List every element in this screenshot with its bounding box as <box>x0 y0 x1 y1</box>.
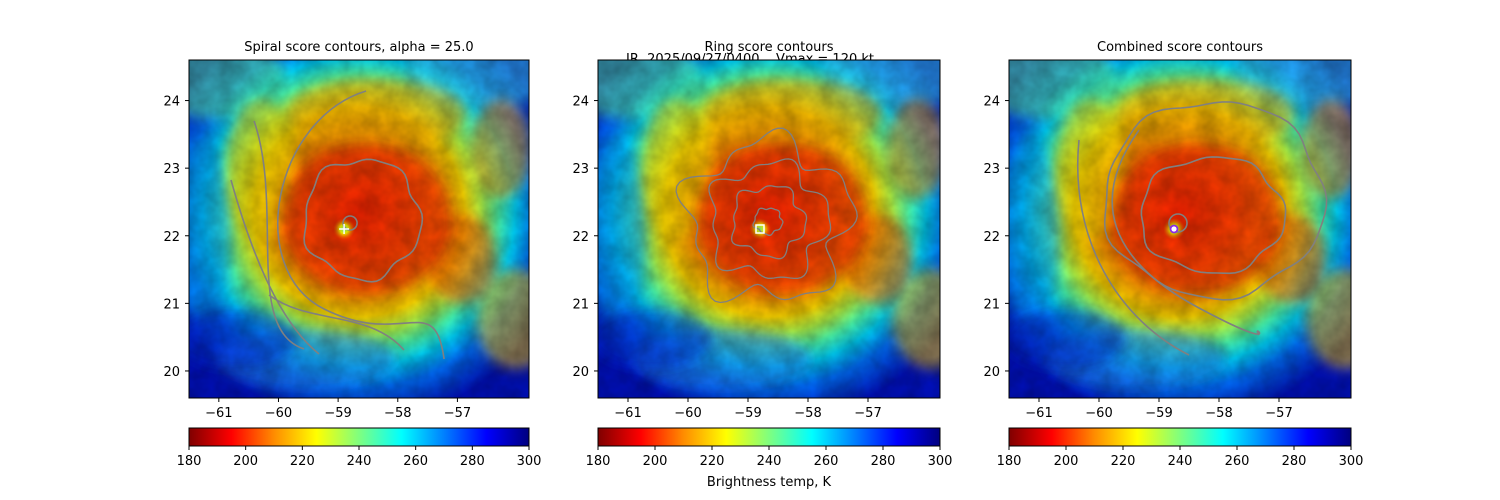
colorbar-tick-label: 200 <box>1054 454 1079 469</box>
colorbar-tick-label: 240 <box>757 454 782 469</box>
y-tick-label: 23 <box>163 162 180 177</box>
x-tick-label: −60 <box>1085 406 1112 421</box>
ir-image <box>189 60 529 398</box>
colorbar-tick-label: 180 <box>997 454 1022 469</box>
y-tick-label: 24 <box>572 95 589 110</box>
colorbar-gradient <box>188 427 530 447</box>
colorbar-tick-label: 300 <box>517 454 542 469</box>
colorbar: 180 200 220 240 260 280 300 <box>586 427 953 469</box>
x-tick-label: −57 <box>854 406 881 421</box>
y-tick-label: 22 <box>163 230 180 245</box>
colorbar-tick-label: 260 <box>1225 454 1250 469</box>
y-tick-label: 21 <box>163 297 180 312</box>
contour-line <box>1140 156 1287 275</box>
y-tick-label: 23 <box>983 162 1000 177</box>
axes-frame <box>188 59 530 399</box>
axes-frame <box>597 59 941 399</box>
panel-2: Ring score contours −61 −60 −59 −58 −57 20 21 22… <box>572 40 953 469</box>
colorbar-gradient <box>1008 427 1352 447</box>
center-marker <box>1169 224 1179 234</box>
x-tick-label: −57 <box>444 406 471 421</box>
panel-title: Spiral score contours, alpha = 25.0 <box>244 40 473 55</box>
score-contours <box>230 90 445 360</box>
colorbar-tick-label: 240 <box>1168 454 1193 469</box>
colorbar-tick-label: 240 <box>347 454 372 469</box>
colorbar-tick-label: 260 <box>403 454 428 469</box>
x-tick-label: −59 <box>734 406 761 421</box>
contour-line <box>730 185 808 260</box>
x-tick-label: −60 <box>265 406 292 421</box>
y-tick-label: 20 <box>983 365 1000 380</box>
y-tick-label: 24 <box>163 95 180 110</box>
ir-image <box>1009 60 1351 398</box>
x-tick-label: −57 <box>1265 406 1292 421</box>
colorbar-gradient <box>597 427 941 447</box>
x-tick-label: −59 <box>324 406 351 421</box>
x-tick-label: −61 <box>614 406 641 421</box>
center-marker <box>339 224 350 234</box>
contour-line <box>1103 101 1328 301</box>
contour-line <box>268 294 405 351</box>
y-tick-label: 21 <box>983 297 1000 312</box>
colorbar: 180 200 220 240 260 280 300 <box>177 427 542 469</box>
colorbar-tick-label: 200 <box>233 454 258 469</box>
contour-line <box>230 179 320 355</box>
axes-frame <box>1008 59 1352 399</box>
colorbar-tick-label: 200 <box>643 454 668 469</box>
colorbar-tick-label: 220 <box>700 454 725 469</box>
x-tick-label: −59 <box>1145 406 1172 421</box>
panel-3: Combined score contours −61 −60 −59 −58 −57 20… <box>983 40 1364 469</box>
contour-line <box>752 207 784 236</box>
colorbar-tick-label: 280 <box>871 454 896 469</box>
x-tick-label: −58 <box>794 406 821 421</box>
colorbar-tick-label: 300 <box>928 454 953 469</box>
colorbar-tick-label: 280 <box>1282 454 1307 469</box>
center-marker <box>755 224 765 234</box>
y-tick-label: 20 <box>163 365 180 380</box>
x-tick-label: −58 <box>1205 406 1232 421</box>
contour-line <box>675 127 858 304</box>
colorbar-tick-label: 260 <box>814 454 839 469</box>
contour-line <box>708 158 832 280</box>
y-tick-label: 22 <box>572 230 589 245</box>
y-tick-label: 24 <box>983 95 1000 110</box>
x-tick-label: −61 <box>1025 406 1052 421</box>
colorbar-label: Brightness temp, K <box>707 475 832 490</box>
colorbar-tick-label: 220 <box>290 454 315 469</box>
x-tick-label: −60 <box>674 406 701 421</box>
y-tick-label: 22 <box>983 230 1000 245</box>
colorbar-tick-label: 300 <box>1339 454 1364 469</box>
contour-line <box>342 215 358 231</box>
panel-1: Spiral score contours, alpha = 25.0 −61 −6… <box>163 40 542 469</box>
contour-line <box>277 90 445 360</box>
ir-image <box>598 60 940 398</box>
score-contours <box>675 127 858 304</box>
contour-line <box>1111 129 1261 336</box>
x-tick-label: −58 <box>384 406 411 421</box>
colorbar-tick-label: 220 <box>1111 454 1136 469</box>
colorbar: 180 200 220 240 260 280 300 <box>997 427 1364 469</box>
colorbar-tick-label: 180 <box>177 454 202 469</box>
y-tick-label: 23 <box>572 162 589 177</box>
x-tick-label: −61 <box>205 406 232 421</box>
colorbar-tick-label: 280 <box>460 454 485 469</box>
contour-line <box>1077 139 1190 356</box>
panel-title: Combined score contours <box>1097 40 1263 55</box>
score-contours <box>1077 101 1328 356</box>
colorbar-tick-label: 180 <box>586 454 611 469</box>
y-tick-label: 20 <box>572 365 589 380</box>
y-tick-label: 21 <box>572 297 589 312</box>
contour-line <box>253 120 305 350</box>
panel-title: Ring score contours <box>704 40 833 55</box>
contour-line <box>1168 213 1188 233</box>
contour-line <box>303 158 424 283</box>
